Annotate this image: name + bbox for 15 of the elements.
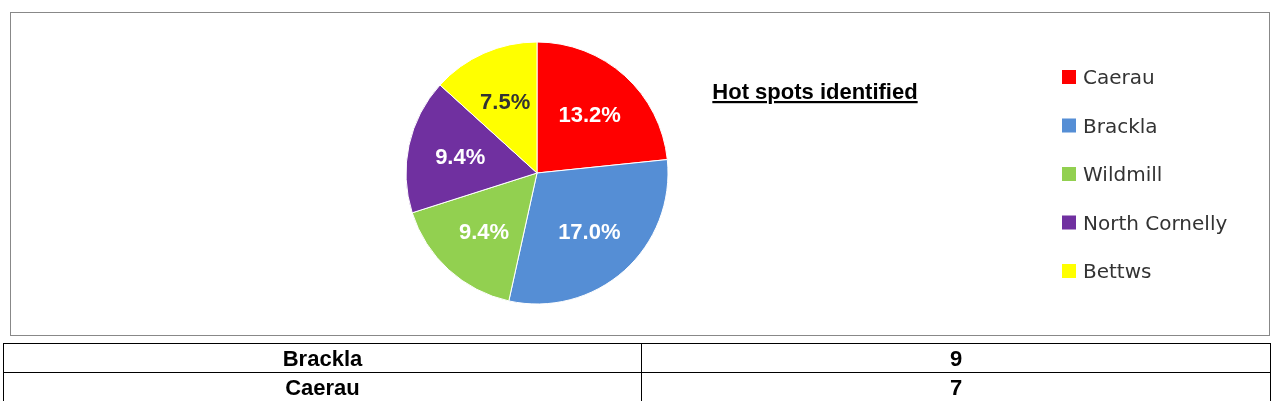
data-label: 9.4% [458,218,510,244]
legend-label: Caerau [1083,65,1155,89]
text: Hot spots identified [712,79,918,104]
category-label: Caerau [285,374,360,400]
data-label: 17.0% [558,219,621,245]
legend-label: Wildmill [1083,162,1163,186]
data-label: 7.5% [480,88,531,114]
legend-label: Bettws [1083,259,1152,283]
legend-label: Brackla [1083,113,1158,138]
category-label: Brackla [282,345,364,371]
data-label: 13.2% [558,102,621,128]
data-label: 7 [949,374,963,400]
data-label: 9 [949,345,963,371]
data-label: 9.4% [435,144,486,169]
legend-label: North Cornelly [1083,210,1228,235]
